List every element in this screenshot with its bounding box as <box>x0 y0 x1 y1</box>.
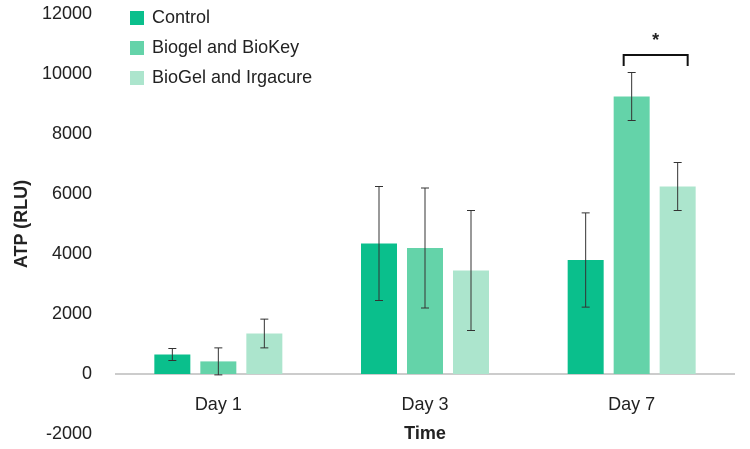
significance-label: * <box>652 30 659 50</box>
error-bar <box>168 348 177 361</box>
legend-swatch <box>130 71 144 85</box>
legend-label: Control <box>152 7 210 27</box>
error-bar <box>673 162 682 211</box>
y-axis-title: ATP (RLU) <box>11 180 31 268</box>
x-tick-label: Day 3 <box>401 394 448 414</box>
x-tick-label: Day 1 <box>195 394 242 414</box>
x-axis-title: Time <box>404 423 446 443</box>
y-tick-label: 4000 <box>52 243 92 263</box>
x-tick-label: Day 7 <box>608 394 655 414</box>
error-bar <box>421 187 429 309</box>
legend-swatch <box>130 41 144 55</box>
error-bar <box>627 72 636 121</box>
error-bar <box>581 212 590 308</box>
y-tick-label: 8000 <box>52 123 92 143</box>
y-tick-label: 10000 <box>42 63 92 83</box>
bar <box>154 354 191 374</box>
error-bar <box>375 186 383 301</box>
bar <box>613 96 650 374</box>
legend-swatch <box>130 11 144 25</box>
bar <box>659 186 696 374</box>
error-bar <box>260 318 269 349</box>
error-bar <box>467 210 475 331</box>
legend-label: BioGel and Irgacure <box>152 67 312 87</box>
legend-label: Biogel and BioKey <box>152 37 299 57</box>
y-tick-label: -2000 <box>46 423 92 443</box>
significance-bracket <box>622 54 689 66</box>
error-bar <box>214 347 223 376</box>
y-tick-label: 0 <box>82 363 92 383</box>
y-tick-label: 6000 <box>52 183 92 203</box>
y-tick-label: 12000 <box>42 3 92 23</box>
y-tick-label: 2000 <box>52 303 92 323</box>
